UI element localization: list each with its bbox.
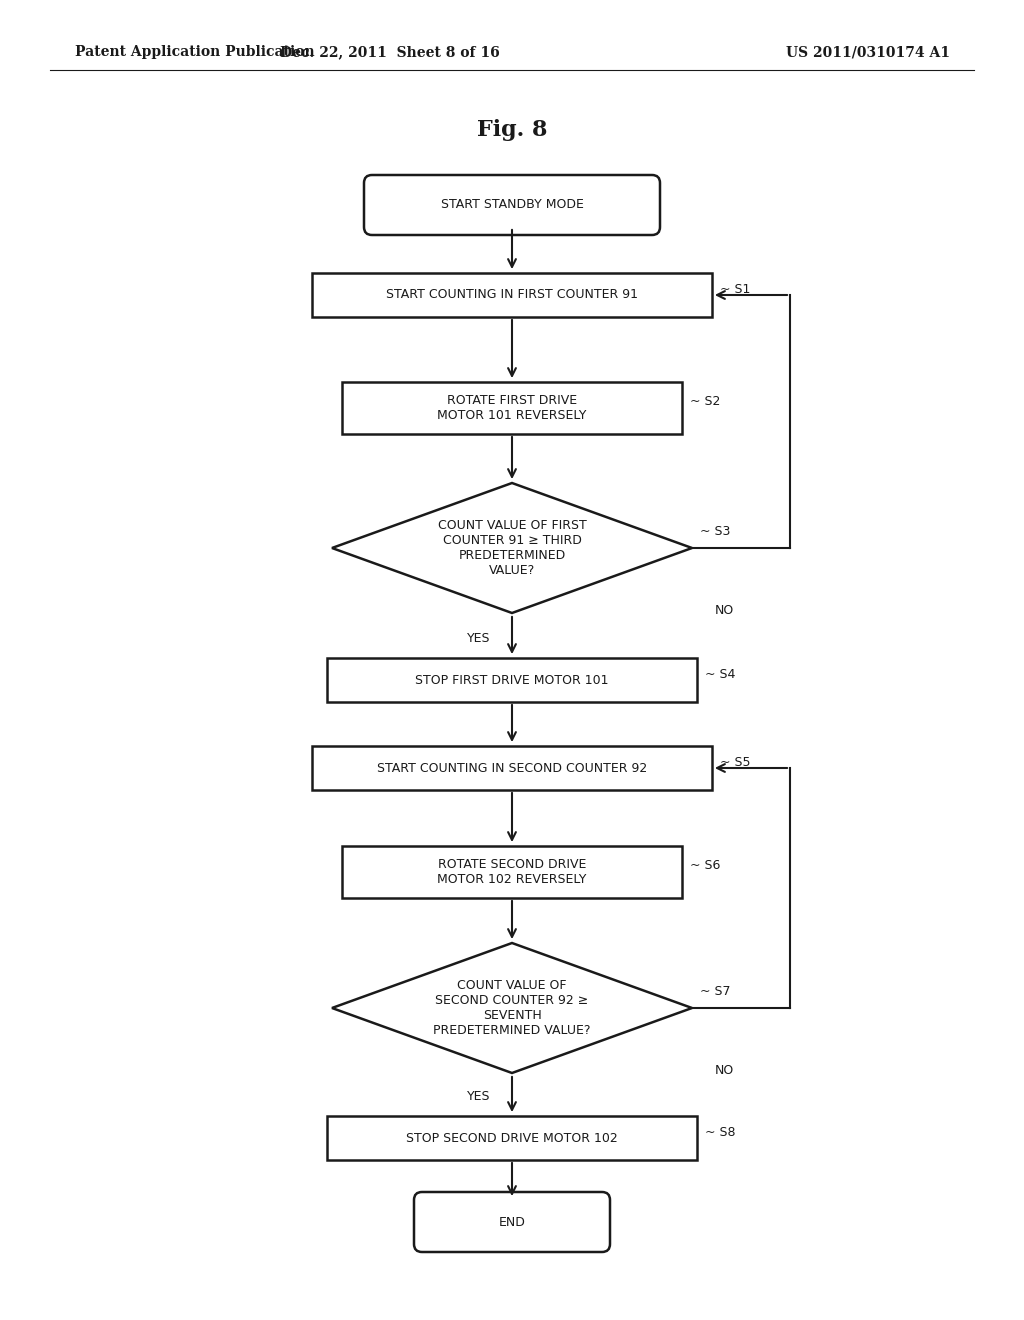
Text: Patent Application Publication: Patent Application Publication (75, 45, 314, 59)
Text: YES: YES (467, 631, 490, 644)
Text: ~ S2: ~ S2 (690, 395, 720, 408)
Bar (312, 746, 712, 789)
Text: Dec. 22, 2011  Sheet 8 of 16: Dec. 22, 2011 Sheet 8 of 16 (281, 45, 500, 59)
Text: END: END (499, 1216, 525, 1229)
Bar (342, 846, 682, 898)
Text: COUNT VALUE OF
SECOND COUNTER 92 ≥
SEVENTH
PREDETERMINED VALUE?: COUNT VALUE OF SECOND COUNTER 92 ≥ SEVEN… (433, 979, 591, 1038)
Text: ROTATE SECOND DRIVE
MOTOR 102 REVERSELY: ROTATE SECOND DRIVE MOTOR 102 REVERSELY (437, 858, 587, 886)
Bar (312, 273, 712, 317)
Polygon shape (332, 483, 692, 612)
Text: Fig. 8: Fig. 8 (477, 119, 547, 141)
Text: ROTATE FIRST DRIVE
MOTOR 101 REVERSELY: ROTATE FIRST DRIVE MOTOR 101 REVERSELY (437, 393, 587, 422)
FancyBboxPatch shape (364, 176, 660, 235)
Bar (342, 381, 682, 434)
Bar (327, 657, 697, 702)
Text: ~ S1: ~ S1 (720, 282, 751, 296)
Bar (327, 1115, 697, 1160)
Text: ~ S7: ~ S7 (700, 985, 730, 998)
Text: ~ S4: ~ S4 (705, 668, 735, 681)
Text: US 2011/0310174 A1: US 2011/0310174 A1 (786, 45, 950, 59)
Text: ~ S8: ~ S8 (705, 1126, 735, 1139)
Text: START COUNTING IN FIRST COUNTER 91: START COUNTING IN FIRST COUNTER 91 (386, 289, 638, 301)
Text: ~ S3: ~ S3 (700, 525, 730, 539)
FancyBboxPatch shape (414, 1192, 610, 1251)
Text: ~ S6: ~ S6 (690, 859, 720, 873)
Text: NO: NO (715, 603, 734, 616)
Text: STOP FIRST DRIVE MOTOR 101: STOP FIRST DRIVE MOTOR 101 (416, 673, 608, 686)
Text: START STANDBY MODE: START STANDBY MODE (440, 198, 584, 211)
Polygon shape (332, 942, 692, 1073)
Text: START COUNTING IN SECOND COUNTER 92: START COUNTING IN SECOND COUNTER 92 (377, 762, 647, 775)
Text: NO: NO (715, 1064, 734, 1077)
Text: STOP SECOND DRIVE MOTOR 102: STOP SECOND DRIVE MOTOR 102 (407, 1131, 617, 1144)
Text: COUNT VALUE OF FIRST
COUNTER 91 ≥ THIRD
PREDETERMINED
VALUE?: COUNT VALUE OF FIRST COUNTER 91 ≥ THIRD … (437, 519, 587, 577)
Text: ~ S5: ~ S5 (720, 756, 751, 770)
Text: YES: YES (467, 1090, 490, 1104)
